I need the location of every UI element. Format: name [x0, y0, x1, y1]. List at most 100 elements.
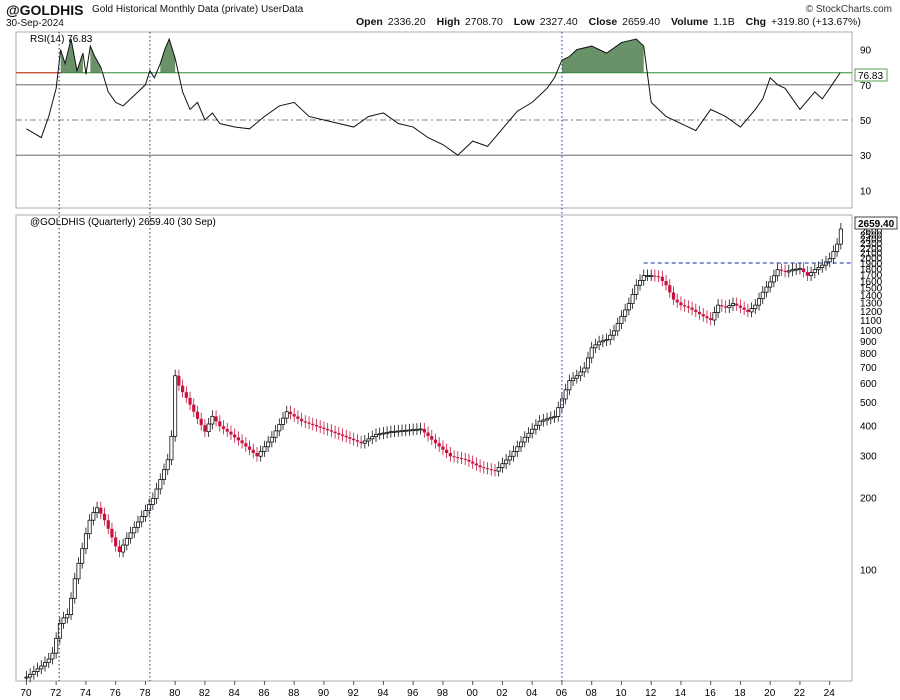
price-bar	[99, 507, 103, 514]
price-bar	[649, 275, 654, 278]
price-bar	[418, 428, 423, 431]
price-bar	[790, 269, 795, 272]
price-bar	[385, 431, 390, 434]
price-bar	[430, 436, 434, 440]
x-tick-label: 14	[675, 688, 687, 699]
price-bar	[511, 451, 516, 457]
price-bar	[373, 434, 378, 438]
price-bar	[165, 459, 170, 471]
price-bar	[124, 537, 129, 546]
price-bar	[537, 420, 542, 426]
price-bar	[177, 375, 181, 386]
price-bar	[679, 302, 683, 306]
dotted-year-markers	[58, 32, 563, 681]
price-bar	[292, 414, 296, 417]
price-value-tag: 2659.40	[858, 219, 895, 230]
price-bar	[638, 280, 643, 286]
x-tick-label: 88	[288, 688, 300, 699]
price-bar	[132, 526, 137, 534]
rsi-axis: 10 30 50 70 90	[860, 46, 872, 198]
price-bar	[65, 614, 70, 619]
price-bar	[277, 424, 282, 432]
price-bar	[329, 430, 333, 432]
x-tick-label: 72	[50, 688, 62, 699]
price-bar	[753, 304, 758, 309]
quote-date: 30-Sep-2024	[6, 18, 64, 29]
price-bar	[69, 597, 74, 615]
price-bar	[600, 340, 605, 343]
price-tick-label: 700	[860, 363, 877, 374]
price-bar	[229, 431, 233, 435]
price-bar	[686, 306, 690, 308]
price-tick-label: 1700	[860, 271, 883, 282]
high-label: High	[436, 16, 460, 28]
price-tick-label: 1200	[860, 307, 883, 318]
price-tick-label: 100	[860, 566, 877, 577]
price-bar	[340, 434, 345, 436]
price-bar	[526, 432, 531, 438]
price-bar	[634, 284, 639, 295]
price-tick-label: 1100	[860, 316, 882, 327]
price-bar	[827, 258, 832, 263]
price-bar	[604, 339, 609, 342]
price-bar	[266, 441, 271, 448]
price-bar	[303, 421, 307, 423]
price-bar	[72, 578, 77, 599]
price-bar	[671, 292, 676, 300]
price-bar	[582, 367, 587, 373]
x-tick-label: 00	[467, 688, 479, 699]
x-tick-label: 10	[615, 688, 627, 699]
price-bar	[548, 417, 553, 420]
x-tick-label: 74	[80, 688, 92, 699]
symbol-title: @GOLDHIS	[6, 2, 84, 18]
price-tick-label: 1000	[860, 326, 883, 337]
price-bar	[46, 658, 51, 663]
price-bar	[214, 416, 218, 422]
high-value: 2708.70	[464, 16, 503, 28]
price-bar	[563, 389, 568, 400]
price-bar	[467, 459, 471, 462]
price-bar	[437, 443, 441, 447]
price-bar	[407, 429, 412, 432]
price-bar	[359, 441, 363, 444]
rsi-tick-label: 10	[860, 186, 872, 197]
price-tick-label: 900	[860, 337, 877, 348]
price-bar	[307, 422, 311, 424]
price-bar	[87, 519, 92, 535]
price-bar	[797, 268, 802, 270]
price-bar	[288, 411, 293, 415]
rsi-overbought-area	[561, 39, 644, 73]
price-bar	[273, 430, 278, 438]
price-bar	[445, 449, 449, 454]
price-bar	[768, 281, 773, 288]
price-bar	[392, 430, 397, 433]
price-bar	[110, 528, 114, 538]
price-bar	[764, 286, 769, 293]
x-tick-label: 70	[20, 688, 32, 699]
price-bar	[258, 451, 263, 457]
price-bar	[76, 562, 81, 580]
price-bar	[366, 438, 371, 442]
price-bar	[668, 285, 672, 293]
price-bar	[426, 432, 430, 437]
price-bar	[91, 512, 96, 521]
price-bar	[471, 461, 475, 464]
rsi-tick-label: 90	[860, 46, 872, 57]
x-tick-label: 20	[764, 688, 776, 699]
price-bar	[117, 546, 121, 553]
price-bar	[281, 417, 286, 425]
rsi-value-tag: 76.83	[858, 71, 883, 82]
price-bar	[641, 275, 646, 281]
price-bar	[783, 270, 787, 273]
price-tick-label: 2600	[860, 226, 883, 237]
x-tick-label: 22	[794, 688, 806, 699]
price-bar	[522, 436, 527, 443]
price-bar	[403, 429, 408, 432]
price-bar	[199, 418, 203, 426]
rsi-value-tag-bg	[854, 68, 888, 82]
price-bar	[533, 424, 538, 430]
price-bar	[812, 269, 817, 274]
rsi-panel: 10 30 50 70 90 RSI(14) 76.83 76.83	[15, 31, 888, 209]
price-bar	[381, 432, 386, 435]
